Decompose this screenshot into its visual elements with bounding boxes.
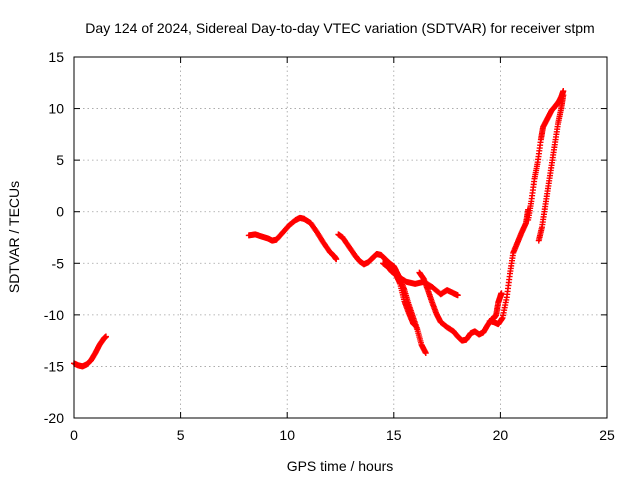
y-tick-label: 15 bbox=[48, 49, 64, 65]
chart-title: Day 124 of 2024, Sidereal Day-to-day VTE… bbox=[85, 20, 594, 36]
x-tick-label: 25 bbox=[599, 427, 615, 443]
plot-frame bbox=[73, 56, 608, 419]
data-point bbox=[560, 92, 567, 99]
grid bbox=[74, 57, 607, 418]
axis-ticks: 0 5 10 15 20 25 -20 -15 -10 -5 0 5 10 15 bbox=[44, 49, 615, 443]
y-axis-label: SDTVAR / TECUs bbox=[6, 181, 22, 293]
data-marks bbox=[71, 88, 567, 370]
y-tick-label: -20 bbox=[44, 410, 64, 426]
series-pass-7 bbox=[486, 206, 532, 328]
y-tick-label: 10 bbox=[48, 101, 64, 117]
series-pass-6 bbox=[416, 269, 505, 344]
series-pass-1 bbox=[71, 333, 109, 370]
y-tick-label: 5 bbox=[56, 152, 64, 168]
data-point bbox=[412, 322, 419, 329]
data-point bbox=[102, 333, 109, 340]
series-pass-4 bbox=[380, 260, 419, 329]
x-tick-label: 15 bbox=[386, 427, 402, 443]
x-axis-label: GPS time / hours bbox=[287, 458, 394, 474]
data-point bbox=[454, 292, 461, 299]
x-tick-label: 0 bbox=[70, 427, 78, 443]
data-point bbox=[498, 290, 505, 297]
y-tick-label: -10 bbox=[44, 307, 64, 323]
y-tick-label: -5 bbox=[52, 255, 65, 271]
series-pass-3 bbox=[335, 231, 429, 357]
series-pass-2 bbox=[245, 214, 340, 263]
y-tick-label: 0 bbox=[56, 204, 64, 220]
y-tick-label: -15 bbox=[44, 358, 64, 374]
data-point bbox=[333, 256, 340, 263]
data-point bbox=[422, 350, 429, 357]
x-tick-label: 5 bbox=[177, 427, 185, 443]
series-pass-5 bbox=[395, 273, 461, 299]
series-pass-9 bbox=[535, 92, 567, 244]
x-tick-label: 10 bbox=[279, 427, 295, 443]
x-tick-label: 20 bbox=[493, 427, 509, 443]
